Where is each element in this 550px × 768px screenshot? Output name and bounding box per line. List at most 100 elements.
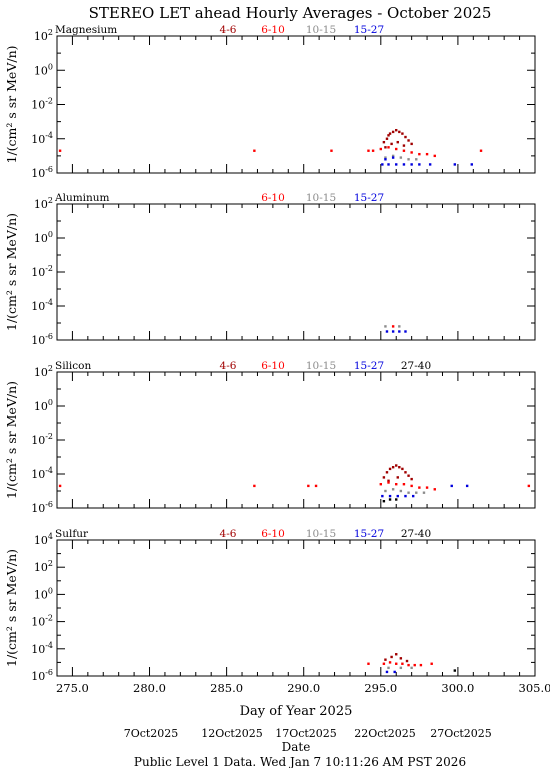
- legend-entry: 6-10: [261, 528, 285, 540]
- data-point: [390, 142, 393, 146]
- data-point: [371, 149, 375, 152]
- data-point: [418, 163, 421, 166]
- date-tick-label: 7Oct2025: [124, 727, 179, 740]
- data-point: [388, 661, 392, 664]
- data-point: [388, 498, 392, 501]
- legend-entry: 6-10: [261, 360, 285, 372]
- data-point: [401, 132, 404, 135]
- data-point: [398, 466, 401, 469]
- data-point: [253, 484, 256, 488]
- panel-magnesium: 10-6 10-4 10-2 100 102 Magnesium 4-6 6-10 10-15 1…: [31, 24, 536, 180]
- y-tick-label: 104: [34, 532, 53, 547]
- data-point: [398, 330, 401, 333]
- date-tick-label: 12Oct2025: [201, 727, 263, 740]
- data-point: [415, 158, 418, 161]
- x-tick-label: 280.0: [133, 681, 166, 695]
- x-tick-label: 275.0: [56, 681, 89, 695]
- data-point: [395, 662, 398, 665]
- data-point: [382, 662, 386, 665]
- data-point: [410, 142, 413, 146]
- data-point: [398, 325, 401, 328]
- data-point: [410, 151, 413, 154]
- date-tick-label: 22Oct2025: [354, 727, 416, 740]
- data-point: [479, 149, 483, 152]
- y-tick-label: 10-2: [31, 264, 53, 279]
- plot-frame: [56, 203, 536, 341]
- data-point: [410, 484, 413, 488]
- legend-entry: 15-27: [354, 192, 384, 204]
- x-tick-label: 300.0: [441, 681, 474, 695]
- data-point: [384, 156, 387, 159]
- plot-frame: [56, 35, 536, 174]
- data-point: [422, 491, 426, 494]
- data-point: [385, 137, 389, 140]
- legend-entry: 10-15: [306, 528, 336, 540]
- data-point: [407, 158, 410, 161]
- data-point: [433, 154, 436, 158]
- y-axis-label: 1/(cm² s sr MeV/n): [4, 381, 19, 499]
- data-point: [450, 484, 453, 488]
- legend-entry: 6-10: [261, 192, 285, 204]
- data-point: [398, 130, 401, 134]
- data-point: [401, 662, 404, 665]
- panel-title: Sulfur: [55, 528, 89, 540]
- x-tick-label: 295.0: [364, 681, 397, 695]
- panel-title: Aluminum: [54, 192, 110, 204]
- legend-entry: 15-27: [354, 360, 384, 372]
- data-point: [407, 474, 410, 477]
- data-point: [384, 489, 387, 493]
- data-point: [453, 669, 457, 672]
- y-tick-label: 100: [34, 586, 53, 601]
- panel-aluminum: 10-6 10-4 10-2 100 102 Aluminum 6-10 10-15 15-27: [31, 192, 536, 347]
- data-point: [387, 163, 390, 166]
- data-point: [395, 483, 398, 486]
- data-point: [425, 486, 429, 489]
- data-point: [407, 491, 410, 494]
- legend-entry: 15-27: [354, 24, 384, 36]
- data-point: [382, 500, 386, 503]
- data-point: [382, 476, 386, 479]
- data-point: [430, 662, 433, 665]
- data-point: [395, 147, 398, 151]
- data-point: [395, 498, 398, 501]
- data-point: [384, 325, 387, 328]
- data-point: [404, 471, 407, 474]
- panel-silicon: 10-6 10-4 10-2 100 102 Silicon 4-6 6-10 10-15 15-…: [31, 360, 536, 515]
- data-point: [384, 658, 387, 661]
- y-tick-label: 10-4: [31, 298, 53, 313]
- data-point: [465, 484, 469, 488]
- data-point: [418, 486, 421, 489]
- y-tick-label: 100: [34, 398, 53, 413]
- data-point: [381, 494, 384, 498]
- y-tick-label: 102: [34, 364, 53, 379]
- data-point: [407, 663, 410, 667]
- legend-entry: 6-10: [261, 24, 285, 36]
- data-point: [384, 146, 387, 149]
- data-point: [388, 467, 392, 471]
- legend-entry: 4-6: [220, 528, 237, 540]
- data-point: [253, 149, 256, 152]
- y-tick-label: 10-4: [31, 641, 53, 656]
- panel-title: Magnesium: [55, 24, 117, 36]
- data-point: [404, 330, 407, 333]
- data-point: [405, 659, 409, 663]
- y-tick-label: 100: [34, 230, 53, 245]
- plot-frame: [56, 371, 536, 509]
- data-point: [470, 163, 473, 166]
- data-point: [402, 163, 406, 166]
- figure-title: STEREO LET ahead Hourly Averages - Octob…: [89, 4, 492, 22]
- data-point: [367, 149, 370, 152]
- y-axis-label: 1/(cm² s sr MeV/n): [4, 213, 19, 331]
- legend-entry: 10-15: [306, 360, 336, 372]
- data-point: [382, 140, 386, 144]
- y-tick-label: 10-6: [31, 165, 53, 180]
- data-point: [418, 152, 421, 156]
- data-point: [396, 140, 399, 144]
- data-point: [402, 483, 406, 486]
- data-point: [381, 163, 384, 166]
- panel-sulfur: 10-6 10-4 10-2 100 102 104 Sulfur 4-6 6-10 10-15 1…: [31, 528, 550, 695]
- data-point: [410, 666, 413, 670]
- data-point: [425, 152, 429, 156]
- data-point: [58, 484, 62, 488]
